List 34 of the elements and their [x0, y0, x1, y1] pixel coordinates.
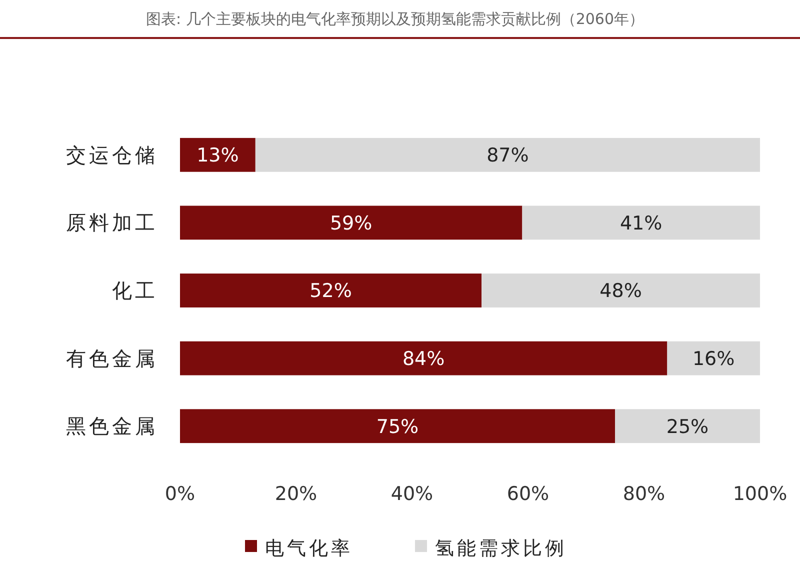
data-label: 52% [310, 280, 352, 302]
data-label: 13% [196, 144, 239, 167]
bar [180, 274, 482, 308]
bar [522, 206, 760, 240]
bar [180, 409, 615, 444]
y-tick-label: 有色金属 [66, 346, 158, 370]
x-tick-label: 100% [732, 483, 788, 505]
bar [482, 274, 760, 308]
data-label: 25% [666, 416, 709, 438]
bar [667, 341, 760, 376]
bar [180, 341, 668, 376]
bar [180, 206, 522, 240]
x-tick-label: 20% [274, 483, 318, 505]
bar [255, 138, 760, 172]
x-tick-label: 0% [164, 483, 196, 505]
data-label: 16% [692, 348, 735, 370]
data-label: 41% [620, 212, 662, 234]
chart-title: 图表: 几个主要板块的电气化率预期以及预期氢能需求贡献比例（2060年） [146, 10, 644, 28]
data-label: 48% [600, 280, 642, 302]
data-label: 59% [330, 212, 372, 234]
x-tick-label: 60% [506, 483, 550, 505]
x-tick-label: 40% [390, 483, 434, 505]
bar [615, 409, 760, 444]
y-tick-label: 黑色金属 [66, 414, 158, 438]
data-label: 84% [402, 348, 445, 370]
y-tick-label: 化工 [112, 278, 158, 302]
y-tick-label: 原料加工 [66, 210, 158, 235]
bar [180, 138, 256, 172]
data-label: 75% [376, 416, 419, 438]
y-tick-label: 交运仓储 [66, 142, 158, 167]
x-tick-label: 80% [622, 483, 666, 505]
legend-label: 电气化率 [265, 538, 353, 560]
data-label: 87% [486, 144, 529, 167]
legend-label: 氢能需求比例 [435, 538, 567, 560]
